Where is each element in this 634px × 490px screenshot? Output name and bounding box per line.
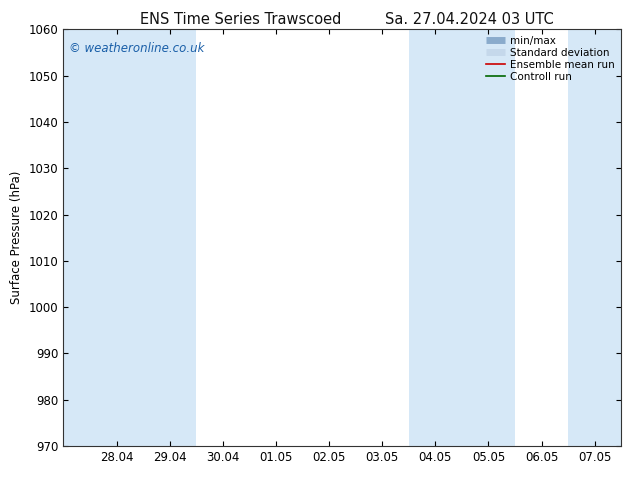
Bar xyxy=(515,29,568,446)
Bar xyxy=(462,29,515,446)
Y-axis label: Surface Pressure (hPa): Surface Pressure (hPa) xyxy=(10,171,23,304)
Bar xyxy=(197,29,409,446)
Bar xyxy=(409,29,462,446)
Legend: min/max, Standard deviation, Ensemble mean run, Controll run: min/max, Standard deviation, Ensemble me… xyxy=(483,32,618,85)
Text: © weatheronline.co.uk: © weatheronline.co.uk xyxy=(69,42,204,55)
Text: Sa. 27.04.2024 03 UTC: Sa. 27.04.2024 03 UTC xyxy=(385,12,553,27)
Bar xyxy=(143,29,197,446)
Bar xyxy=(568,29,621,446)
Bar xyxy=(63,29,90,446)
Text: ENS Time Series Trawscoed: ENS Time Series Trawscoed xyxy=(140,12,342,27)
Bar xyxy=(90,29,143,446)
